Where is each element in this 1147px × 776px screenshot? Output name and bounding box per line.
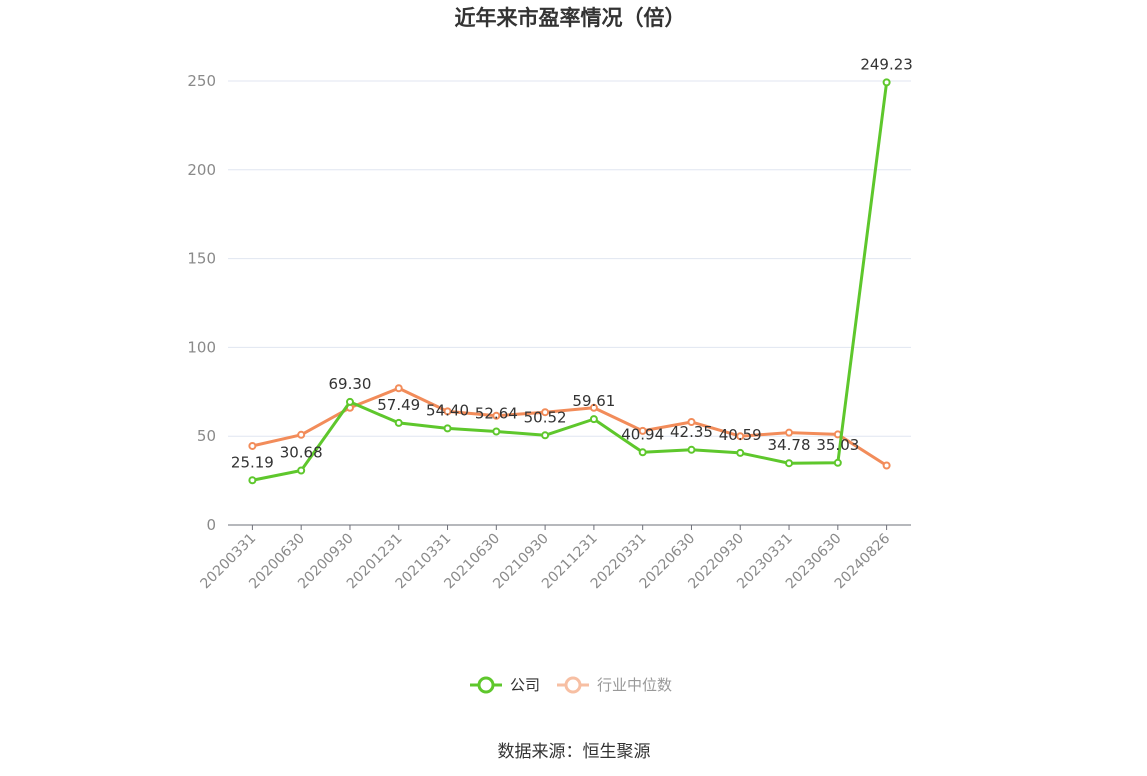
point-company[interactable] [297, 466, 306, 475]
data-label: 40.94 [621, 425, 664, 443]
data-label: 34.78 [768, 436, 811, 454]
point-company[interactable] [638, 448, 647, 457]
point-company[interactable] [345, 397, 354, 406]
point-industry[interactable] [882, 461, 891, 470]
legend-marker-industry [564, 676, 582, 694]
data-label: 59.61 [572, 392, 615, 410]
data-label: 25.19 [231, 453, 274, 471]
point-company[interactable] [248, 476, 257, 485]
point-company[interactable] [687, 445, 696, 454]
data-label: 69.30 [328, 375, 371, 393]
data-label: 35.03 [816, 436, 859, 454]
point-company[interactable] [541, 431, 550, 440]
data-labels: 25.19 30.68 69.30 57.49 54.40 52.64 50.52 59.61… [231, 55, 913, 471]
point-industry[interactable] [248, 441, 257, 450]
data-label: 249.23 [860, 55, 913, 73]
legend-label-industry: 行业中位数 [597, 676, 672, 694]
y-tick-label: 0 [206, 516, 216, 534]
source-note: 数据来源：恒生聚源 [498, 742, 651, 762]
point-industry[interactable] [541, 408, 550, 417]
y-tick-label: 150 [187, 250, 216, 268]
legend-item-industry[interactable]: 行业中位数 [557, 676, 672, 694]
point-industry[interactable] [492, 411, 501, 420]
point-company[interactable] [394, 418, 403, 427]
data-label: 30.68 [280, 444, 323, 462]
data-label: 52.64 [475, 405, 518, 423]
legend-item-company[interactable]: 公司 [470, 676, 540, 694]
point-company[interactable] [589, 415, 598, 424]
gridlines [228, 80, 911, 437]
point-industry[interactable] [687, 417, 696, 426]
chart-title: 近年来市盈率情况（倍） [455, 6, 686, 30]
data-label: 40.59 [719, 426, 762, 444]
point-company[interactable] [736, 448, 745, 457]
x-axis-ticks: 2020033120200630202009302020123120210331… [198, 525, 893, 592]
data-label: 57.49 [377, 396, 420, 414]
y-axis-ticks: 0 50 100 150 200 250 [187, 72, 216, 534]
point-industry[interactable] [443, 407, 452, 416]
point-industry[interactable] [297, 430, 306, 439]
point-company[interactable] [833, 458, 842, 467]
point-company[interactable] [785, 459, 794, 468]
y-tick-label: 200 [187, 161, 216, 179]
y-tick-label: 100 [187, 338, 216, 356]
point-company[interactable] [492, 427, 501, 436]
y-tick-label: 50 [197, 427, 216, 445]
y-tick-label: 250 [187, 72, 216, 90]
legend-marker-company [477, 676, 495, 694]
data-label: 42.35 [670, 423, 713, 441]
data-label: 50.52 [524, 408, 567, 426]
point-industry[interactable] [785, 428, 794, 437]
series-group [248, 78, 891, 485]
point-industry[interactable] [589, 403, 598, 412]
point-industry[interactable] [394, 384, 403, 393]
legend-label-company: 公司 [510, 676, 540, 694]
point-industry[interactable] [638, 426, 647, 435]
data-label: 54.40 [426, 401, 469, 419]
point-industry[interactable] [736, 432, 745, 441]
point-company[interactable] [443, 424, 452, 433]
point-company[interactable] [882, 78, 891, 87]
legend[interactable]: 公司 行业中位数 [470, 676, 672, 694]
series-line-company [252, 82, 889, 482]
